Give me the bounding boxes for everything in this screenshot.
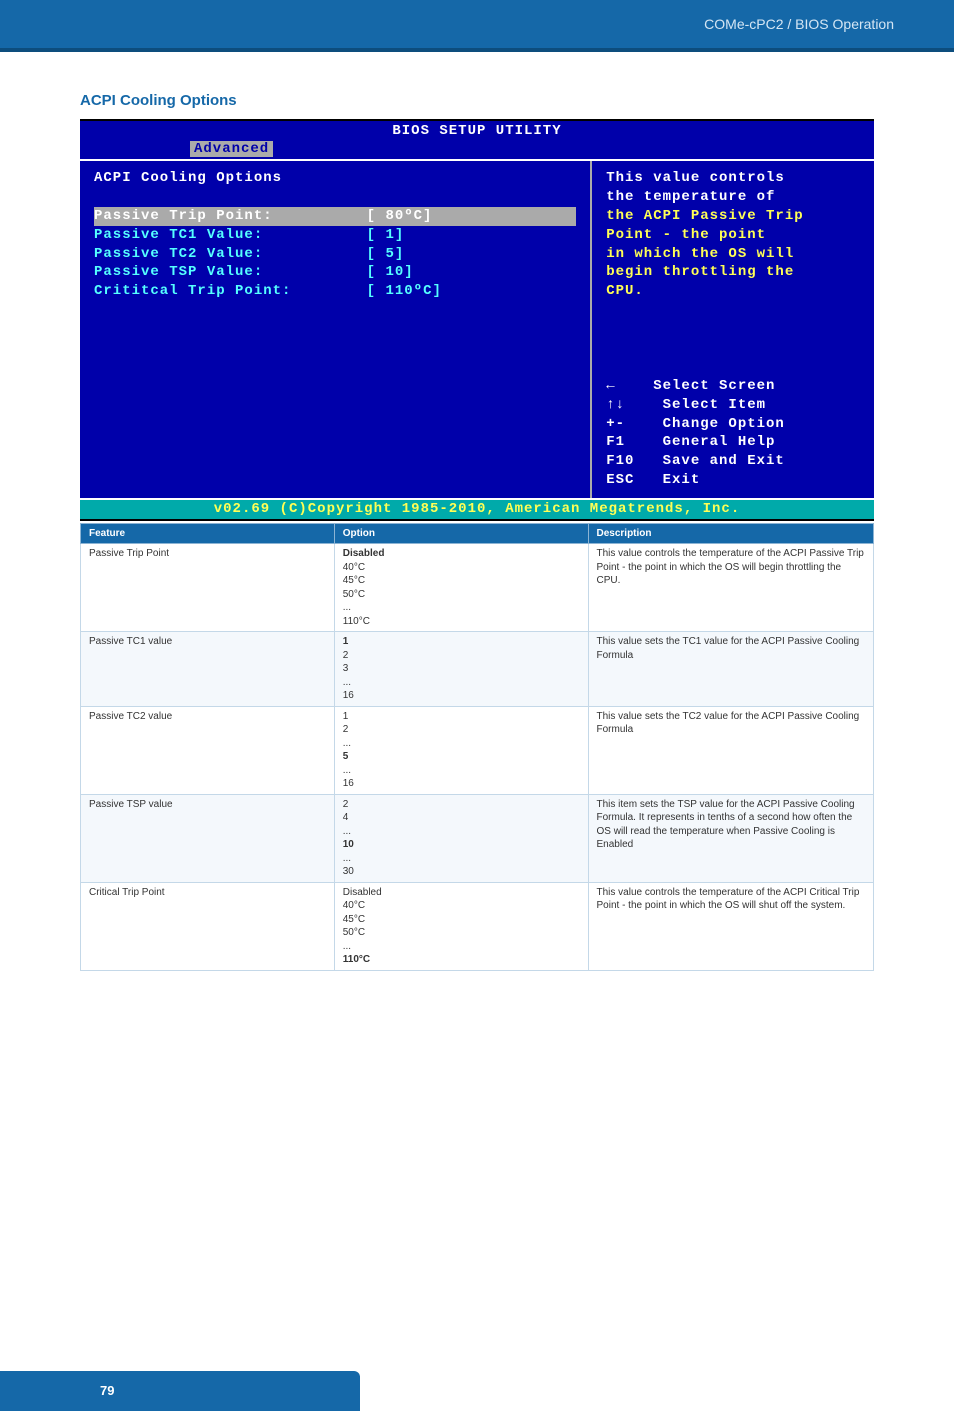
option-value: 2 [343,649,580,663]
option-value: ... [343,852,580,866]
option-value: 40°C [343,561,580,575]
option-value: ... [343,601,580,615]
bios-tab-advanced[interactable]: Advanced [190,141,273,157]
bios-tabs: Advanced [80,141,874,159]
option-value: 16 [343,777,580,791]
option-value: ... [343,940,580,954]
option-value: ... [343,825,580,839]
option-value: 40°C [343,899,580,913]
cell-option: Disabled40°C45°C50°C...110°C [334,882,588,970]
option-value: 45°C [343,574,580,588]
cell-description: This value sets the TC1 value for the AC… [588,632,874,707]
option-value: 1 [343,635,580,649]
cell-option: Disabled40°C45°C50°C...110°C [334,544,588,632]
option-value: 16 [343,689,580,703]
cell-feature: Passive TC2 value [81,706,335,794]
option-value: 50°C [343,926,580,940]
option-value: 30 [343,865,580,879]
page-header: COMe-cPC2 / BIOS Operation [0,0,954,52]
table-row: Passive TC1 value123...16This value sets… [81,632,874,707]
cell-feature: Critical Trip Point [81,882,335,970]
bios-settings-pane: ACPI Cooling Options Passive Trip Point:… [80,161,592,498]
cell-option: 12...5...16 [334,706,588,794]
option-value: 5 [343,750,580,764]
cell-description: This item sets the TSP value for the ACP… [588,794,874,882]
cell-feature: Passive Trip Point [81,544,335,632]
page-number: 79 [100,1383,114,1398]
option-value: Disabled [343,547,580,561]
bios-main-panel: ACPI Cooling Options Passive Trip Point:… [80,159,874,500]
bios-help-pane: This value controls the temperature of t… [592,161,874,498]
table-row: Passive Trip PointDisabled40°C45°C50°C..… [81,544,874,632]
option-value: 2 [343,798,580,812]
col-description: Description [588,524,874,544]
option-value: 3 [343,662,580,676]
option-value: 2 [343,723,580,737]
cell-description: This value controls the temperature of t… [588,882,874,970]
page-footer: 79 [0,1371,360,1411]
option-value: 4 [343,811,580,825]
cell-feature: Passive TSP value [81,794,335,882]
option-value: 50°C [343,588,580,602]
option-value: ... [343,737,580,751]
section-title: ACPI Cooling Options [80,92,874,109]
cell-description: This value sets the TC2 value for the AC… [588,706,874,794]
option-value: 110°C [343,615,580,629]
option-value: 110°C [343,953,580,967]
cell-feature: Passive TC1 value [81,632,335,707]
option-value: 45°C [343,913,580,927]
bios-screenshot: BIOS SETUP UTILITY Advanced ACPI Cooling… [80,119,874,521]
bios-copyright: v02.69 (C)Copyright 1985-2010, American … [80,500,874,521]
content-area: ACPI Cooling Options BIOS SETUP UTILITY … [0,52,954,991]
table-row: Passive TSP value24...10...30This item s… [81,794,874,882]
cell-description: This value controls the temperature of t… [588,544,874,632]
col-option: Option [334,524,588,544]
breadcrumb: COMe-cPC2 / BIOS Operation [704,16,894,32]
table-header-row: Feature Option Description [81,524,874,544]
option-value: ... [343,676,580,690]
option-value: 1 [343,710,580,724]
col-feature: Feature [81,524,335,544]
option-value: 10 [343,838,580,852]
bios-title: BIOS SETUP UTILITY [392,123,561,139]
option-value: Disabled [343,886,580,900]
bios-title-bar: BIOS SETUP UTILITY [80,119,874,141]
cell-option: 24...10...30 [334,794,588,882]
feature-table: Feature Option Description Passive Trip … [80,523,874,971]
table-row: Passive TC2 value12...5...16This value s… [81,706,874,794]
footer-area: 79 [0,1371,954,1411]
option-value: ... [343,764,580,778]
cell-option: 123...16 [334,632,588,707]
table-row: Critical Trip PointDisabled40°C45°C50°C.… [81,882,874,970]
